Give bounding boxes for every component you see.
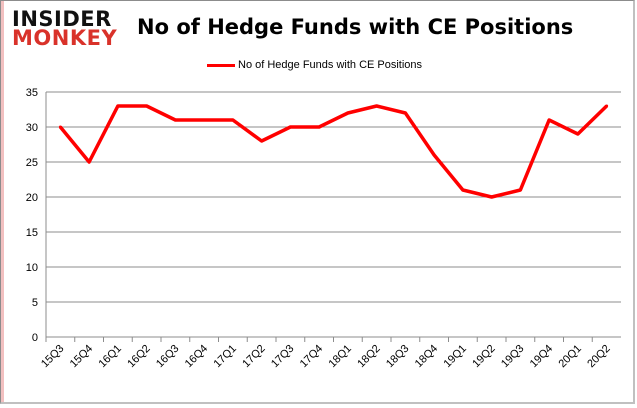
x-tick-label: 16Q2 bbox=[125, 343, 153, 371]
series-line bbox=[59, 104, 608, 199]
x-tick-label: 19Q3 bbox=[499, 343, 527, 371]
data-point bbox=[547, 118, 551, 122]
legend-swatch bbox=[207, 63, 235, 67]
x-tick-label: 19Q4 bbox=[528, 343, 556, 371]
y-tick-label: 15 bbox=[26, 227, 38, 239]
data-point bbox=[432, 153, 436, 157]
data-point bbox=[576, 132, 580, 136]
x-tick-label: 17Q2 bbox=[240, 343, 268, 371]
x-tick-label: 18Q4 bbox=[413, 343, 441, 371]
y-tick-label: 35 bbox=[26, 87, 38, 99]
legend-label: No of Hedge Funds with CE Positions bbox=[238, 59, 423, 71]
x-tick-label: 20Q2 bbox=[585, 343, 613, 371]
data-point bbox=[605, 104, 609, 108]
x-tick-label: 15Q3 bbox=[39, 343, 67, 371]
data-point bbox=[461, 188, 465, 192]
data-point bbox=[346, 111, 350, 115]
data-point bbox=[518, 188, 522, 192]
data-point bbox=[260, 139, 264, 143]
insider-monkey-logo: INSIDER MONKEY bbox=[12, 7, 118, 50]
y-tick-label: 20 bbox=[26, 192, 38, 204]
x-tick-label: 16Q1 bbox=[96, 343, 124, 371]
x-tick-label: 15Q4 bbox=[68, 343, 96, 371]
y-tick-label: 10 bbox=[26, 262, 38, 274]
data-point bbox=[145, 104, 149, 108]
x-tick-label: 18Q1 bbox=[326, 343, 354, 371]
x-tick-label: 17Q4 bbox=[298, 343, 326, 371]
data-point bbox=[317, 125, 321, 129]
y-tick-label: 5 bbox=[32, 297, 38, 309]
data-point bbox=[87, 160, 91, 164]
x-tick-label: 18Q3 bbox=[384, 343, 412, 371]
x-tick-label: 18Q2 bbox=[355, 343, 383, 371]
data-point bbox=[116, 104, 120, 108]
chart-title: No of Hedge Funds with CE Positions bbox=[137, 15, 574, 39]
data-point bbox=[202, 118, 206, 122]
logo-line2: MONKEY bbox=[12, 26, 118, 50]
x-tick-label: 17Q1 bbox=[211, 343, 239, 371]
data-point bbox=[490, 195, 494, 199]
x-tick-label: 16Q4 bbox=[183, 343, 211, 371]
data-point bbox=[58, 125, 62, 129]
y-tick-label: 30 bbox=[26, 122, 38, 134]
data-point bbox=[375, 104, 379, 108]
logo-line1: INSIDER bbox=[12, 7, 112, 31]
x-tick-label: 16Q3 bbox=[154, 343, 182, 371]
x-tick-label: 19Q1 bbox=[441, 343, 469, 371]
x-tick-label: 17Q3 bbox=[269, 343, 297, 371]
x-tick-label: 20Q1 bbox=[556, 343, 584, 371]
y-tick-label: 0 bbox=[32, 332, 38, 344]
data-point bbox=[288, 125, 292, 129]
data-point bbox=[403, 111, 407, 115]
y-tick-label: 25 bbox=[26, 157, 38, 169]
data-point bbox=[231, 118, 235, 122]
x-tick-label: 19Q2 bbox=[470, 343, 498, 371]
data-point bbox=[173, 118, 177, 122]
legend: No of Hedge Funds with CE Positions bbox=[207, 59, 422, 71]
